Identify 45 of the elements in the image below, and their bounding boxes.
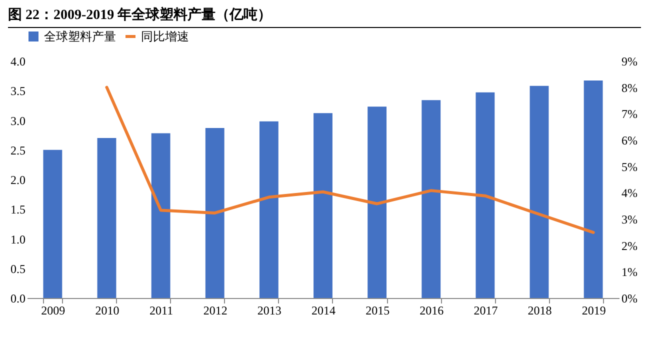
bar [368,106,387,298]
bar [314,113,332,298]
x-tick-label: 2016 [420,304,444,318]
bar [43,150,62,298]
y-tick-label: 4.0 [10,54,26,68]
y-tick-label: 1.5 [10,202,26,217]
bar [151,133,170,298]
x-tick-label: 2014 [312,304,336,318]
bar [422,100,441,298]
line-series [105,86,595,234]
y-tick-label: 2.0 [10,173,26,187]
x-tick-label: 2019 [582,304,606,318]
bar [530,86,549,298]
y2-tick-label: 8% [622,80,638,95]
x-tick-label: 2012 [203,304,228,318]
x-tick-label: 2013 [257,304,282,318]
y-tick-label: 3.0 [10,114,26,128]
x-tick-label: 2009 [41,304,66,318]
y2-tick-label: 5% [622,160,638,174]
bar [476,92,495,298]
legend-label: 同比增速 [141,30,189,44]
x-tick-label: 2015 [366,304,390,318]
bar [97,138,116,298]
x-tick-label: 2018 [528,304,552,318]
y-tick-label: 3.5 [10,84,26,98]
y2-tick-label: 6% [622,134,638,148]
bar [259,121,278,298]
y-tick-label: 1.0 [10,232,26,246]
bar [205,128,224,298]
y2-tick-label: 3% [622,212,638,226]
y2-tick-label: 2% [622,238,638,253]
y2-tick-label: 0% [622,292,638,306]
y2-tick-label: 1% [622,265,638,280]
x-tick-label: 2010 [95,304,120,318]
y2-tick-label: 7% [622,107,638,122]
legend-label: 全球塑料产量 [44,30,116,44]
bar [584,80,603,298]
chart-title: 图 22：2009-2019 年全球塑料产量（亿吨） [8,6,641,28]
x-tick-label: 2011 [150,304,174,318]
y-tick-label: 0.0 [10,292,26,306]
y2-tick-label: 9% [622,54,638,68]
y2-tick-label: 4% [622,186,638,200]
y-tick-label: 0.5 [10,262,26,276]
y-tick-label: 2.5 [10,143,26,158]
x-tick-label: 2017 [474,304,498,318]
